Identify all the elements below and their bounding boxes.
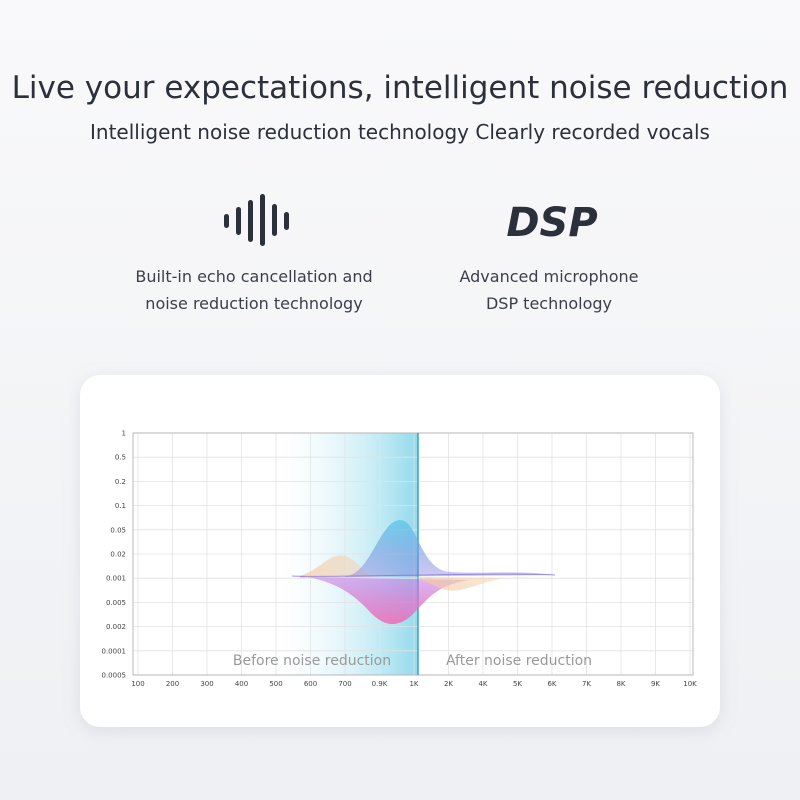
y-label: 0.002 (106, 623, 126, 631)
x-label: 300 (200, 680, 213, 688)
y-label: 0.1 (115, 502, 126, 510)
y-label: 0.02 (110, 551, 126, 559)
sound-icon (224, 194, 289, 246)
wave (300, 576, 470, 624)
feature-text: DSP technology (486, 294, 612, 313)
waves (291, 520, 556, 624)
feature-text: Built-in echo cancellation and (135, 267, 372, 286)
x-label: 600 (304, 680, 317, 688)
y-label: 0.5 (115, 454, 126, 462)
x-label: 500 (269, 680, 282, 688)
x-label: 4K (478, 680, 487, 688)
title: Live your expectations, intelligent nois… (12, 70, 789, 106)
after-label: After noise reduction (446, 653, 592, 669)
wave (410, 576, 530, 591)
x-label: 5K (513, 680, 522, 688)
x-label: 700 (338, 680, 351, 688)
before-label: Before noise reduction (233, 653, 391, 669)
y-label: 1 (122, 430, 126, 438)
x-label: 2K (444, 680, 453, 688)
subtitle: Intelligent noise reduction technology C… (90, 120, 710, 144)
wave-line (291, 573, 556, 577)
dsp-icon: DSP (506, 200, 597, 246)
x-label: 6K (547, 680, 556, 688)
x-label: 9K (651, 680, 660, 688)
y-label: 0.0001 (102, 647, 127, 655)
x-label: 8K (616, 680, 625, 688)
feature-text: Advanced microphone (459, 267, 638, 286)
x-label: 100 (131, 680, 144, 688)
x-label: 400 (235, 680, 248, 688)
y-label: 0.005 (106, 599, 126, 607)
y-label: 0.0005 (102, 672, 127, 680)
x-label: 7K (582, 680, 591, 688)
x-label: 200 (166, 680, 179, 688)
x-label: 10K (683, 680, 697, 688)
y-label: 0.2 (115, 478, 126, 486)
plot-frame (132, 432, 694, 676)
x-label: 1K (409, 680, 418, 688)
feature-text: noise reduction technology (145, 294, 362, 313)
x-label: 0.9K (372, 680, 388, 688)
wave (345, 520, 555, 577)
y-label: 0.05 (110, 526, 126, 534)
y-label: 0.001 (106, 575, 126, 583)
